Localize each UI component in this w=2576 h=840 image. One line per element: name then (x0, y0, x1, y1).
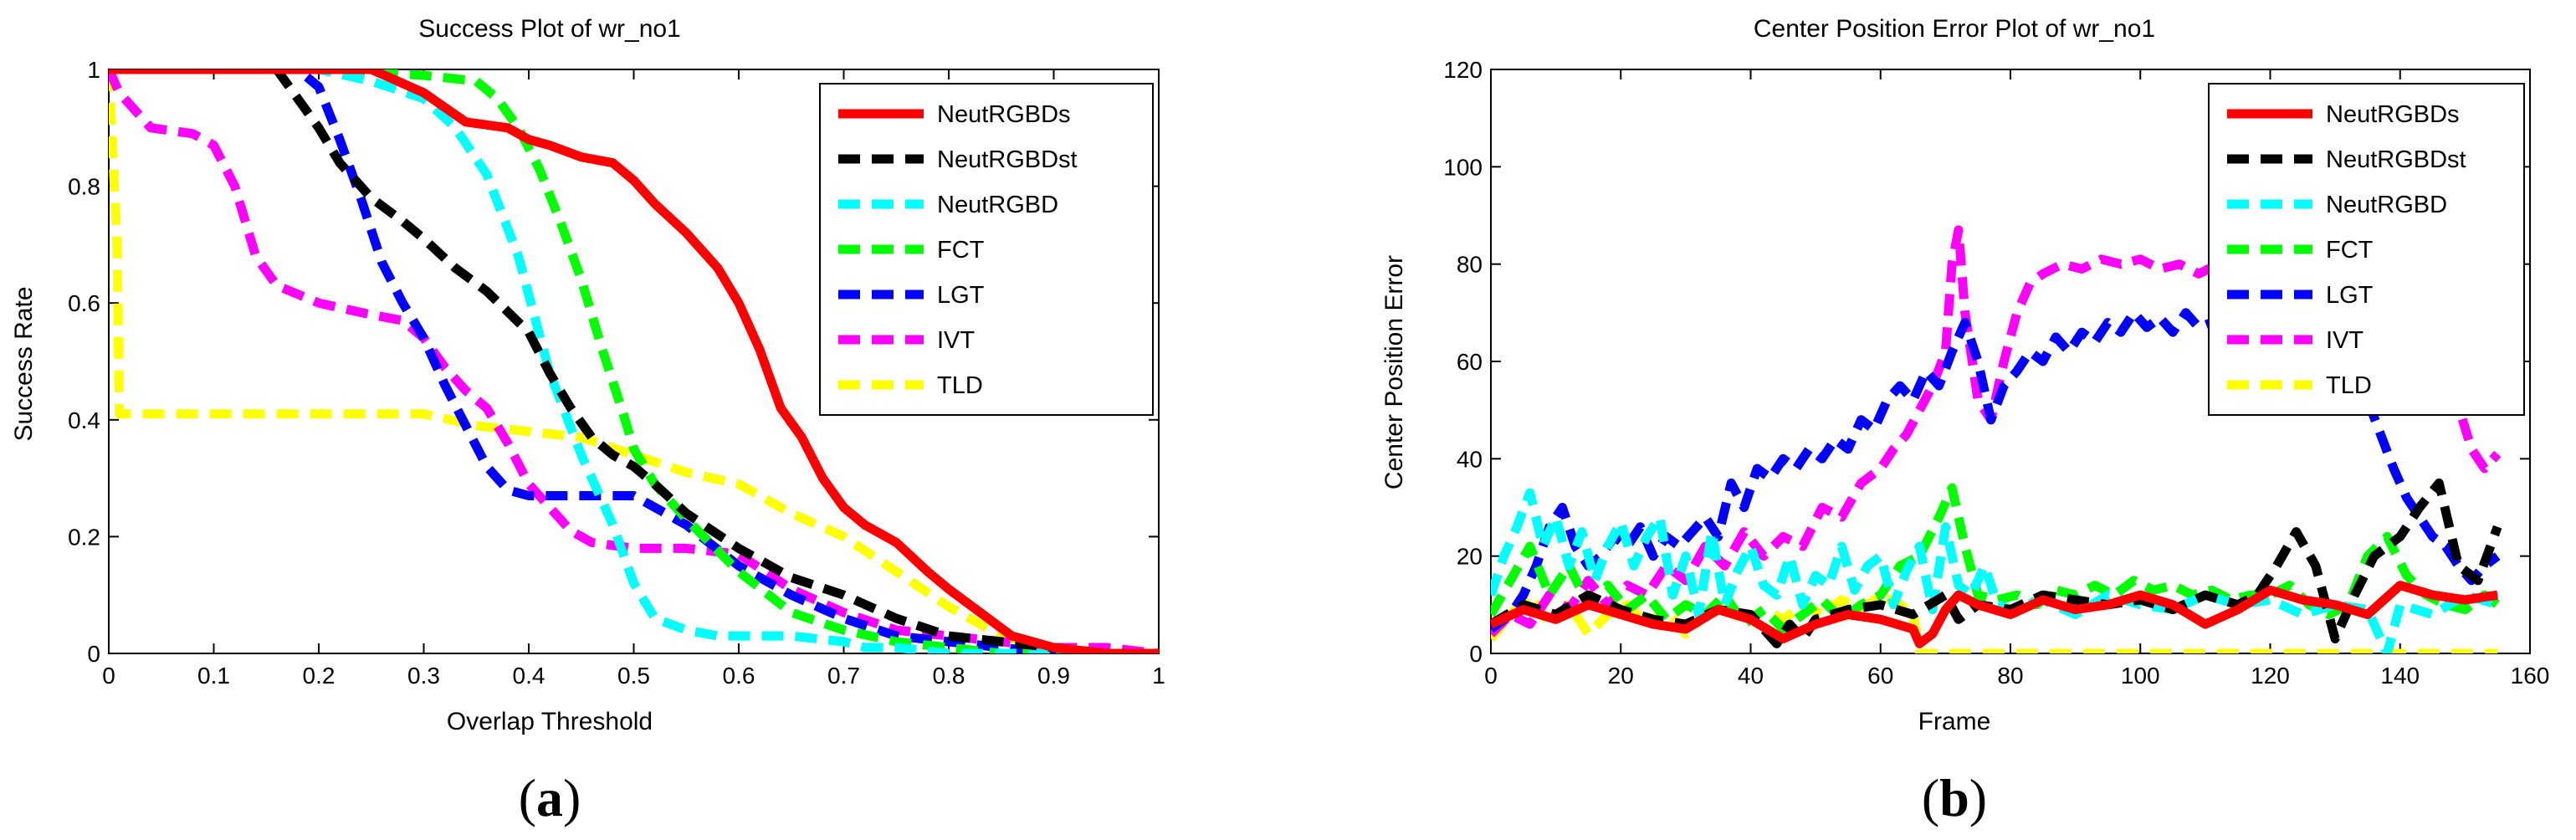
chart-b-xtick-label: 40 (1738, 663, 1764, 689)
chart-b-xlabel: Frame (1918, 708, 1991, 735)
chart-a-xtick-label: 0 (102, 663, 115, 689)
chart-a-title: Success Plot of wr_no1 (418, 15, 681, 43)
chart-b-legend-label: NeutRGBDst (2326, 146, 2466, 173)
chart-a-ytick-label: 0.8 (68, 174, 100, 200)
chart-b-panel-letter: b (1939, 768, 1969, 827)
chart-b-legend-label: LGT (2326, 282, 2374, 309)
chart-b-ytick-label: 0 (1469, 641, 1483, 667)
chart-a-series-neutrgbd-line (109, 69, 1159, 653)
chart-a-legend-label: TLD (937, 372, 983, 399)
chart-a-xtick-label: 0.2 (303, 663, 335, 689)
chart-a-xtick-label: 0.3 (407, 663, 440, 689)
chart-a-legend-label: NeutRGBD (937, 192, 1058, 218)
chart-a-xtick-label: 0.8 (933, 663, 965, 689)
chart-a-legend-label: NeutRGBDs (937, 101, 1071, 128)
chart-a-xtick-label: 0.5 (617, 663, 650, 689)
chart-b-legend-label: IVT (2326, 327, 2363, 354)
chart-b-xtick-label: 100 (2121, 663, 2160, 689)
chart-b-ytick-label: 40 (1457, 446, 1483, 472)
chart-a-ytick-label: 1 (87, 57, 100, 83)
chart-b-ytick-label: 60 (1457, 349, 1483, 375)
chart-b-legend-label: TLD (2326, 372, 2372, 399)
chart-a-series-fct-line (109, 69, 1159, 653)
chart-a-plot: 0 0.1 0.2 0.3 0.4 0.5 0.6 0.7 0.8 0.9 1 0 0.2 0.4 0.6 0… (68, 57, 1165, 689)
chart-a-legend-label: NeutRGBDst (937, 146, 1078, 173)
chart-b-legend: NeutRGBDs NeutRGBDst NeutRGBD FCT LGT IVT TLD (2208, 83, 2525, 416)
chart-b-ytick-label: 80 (1457, 252, 1483, 278)
chart-a-panel-letter: a (536, 768, 563, 827)
chart-b-title: Center Position Error Plot of wr_no1 (1754, 15, 2155, 43)
chart-a-xtick-label: 0.7 (827, 663, 860, 689)
chart-a-ylabel: Success Rate (10, 286, 38, 441)
chart-b-plot: 0 20 40 60 80 100 120 140 160 0 20 40 60 80 100 120 Neut… (1443, 57, 2549, 689)
chart-b-series-fct-line (1491, 483, 2501, 634)
chart-a-series-neutrgbdst-line (109, 69, 1159, 653)
chart-a-legend-label: FCT (937, 237, 985, 264)
chart-a-ytick-label: 0.4 (68, 407, 100, 433)
chart-a-xtick-label: 0.1 (197, 663, 230, 689)
chart-b-xtick-label: 60 (1867, 663, 1893, 689)
chart-b-legend-label: NeutRGBD (2326, 192, 2447, 218)
chart-a-xlabel: Overlap Threshold (447, 708, 653, 735)
chart-a-xtick-label: 0.6 (723, 663, 755, 689)
chart-b-legend-label: NeutRGBDs (2326, 101, 2460, 128)
chart-a: Success Plot of wr_no1 0 0.1 0.2 0.3 0.4 0.5 0… (10, 15, 1165, 827)
chart-a-series-neutrgbds-line (109, 69, 1159, 653)
chart-b-xtick-label: 0 (1484, 663, 1498, 689)
chart-a-ytick-label: 0 (87, 641, 100, 667)
chart-a-legend-box (819, 83, 1154, 416)
chart-b-series-neutrgbd-line (1491, 488, 2499, 653)
chart-b-xtick-label: 140 (2380, 663, 2420, 689)
chart-b-xtick-label: 160 (2511, 663, 2550, 689)
chart-a-ytick-label: 0.6 (68, 290, 100, 316)
chart-a-legend: NeutRGBDs NeutRGBDst NeutRGBD FCT LGT IVT TLD (819, 83, 1154, 416)
chart-a-ytick-label: 0.2 (68, 524, 100, 550)
chart-a-xtick-label: 1 (1152, 663, 1165, 689)
chart-b-ytick-label: 100 (1443, 154, 1483, 180)
chart-b-ytick-label: 120 (1443, 57, 1483, 83)
chart-b-xtick-label: 20 (1608, 663, 1634, 689)
chart-a-series-lgt-line (109, 69, 1159, 653)
chart-a-panel-label: (a) (519, 768, 581, 827)
chart-a-series-ivt-line (109, 69, 1159, 653)
chart-b-panel-label: (b) (1922, 768, 1987, 827)
chart-b-legend-label: FCT (2326, 237, 2374, 264)
chart-b-ytick-label: 20 (1457, 544, 1483, 570)
chart-b: Center Position Error Plot of wr_no1 0 20… (1380, 15, 2549, 827)
chart-a-xtick-label: 0.9 (1037, 663, 1070, 689)
chart-a-legend-label: IVT (937, 327, 975, 354)
chart-b-series-neutrgbds-line (1491, 581, 2499, 648)
chart-b-xtick-label: 80 (1997, 663, 2023, 689)
chart-b-ylabel: Center Position Error (1380, 255, 1408, 489)
chart-b-xtick-label: 120 (2251, 663, 2290, 689)
chart-a-xtick-label: 0.4 (513, 663, 545, 689)
chart-a-legend-label: LGT (937, 282, 985, 309)
